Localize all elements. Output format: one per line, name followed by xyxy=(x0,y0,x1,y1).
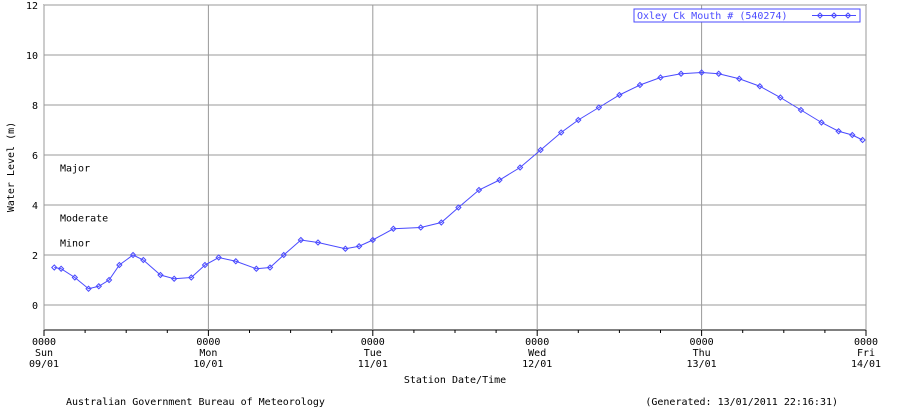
point-marker xyxy=(777,94,784,101)
x-tick-label: 09/01 xyxy=(29,359,59,370)
point-marker xyxy=(170,275,178,282)
point-marker xyxy=(438,219,445,226)
point-marker xyxy=(835,128,842,135)
point-marker xyxy=(657,74,664,81)
point-marker xyxy=(297,236,305,244)
point-marker xyxy=(818,119,825,126)
point-marker xyxy=(188,274,195,281)
point-marker xyxy=(95,283,103,290)
point-marker xyxy=(232,258,240,265)
y-tick-label: 8 xyxy=(32,101,38,112)
flood-level-label: Minor xyxy=(60,239,90,250)
point-marker xyxy=(516,164,524,171)
x-tick-label: Mon xyxy=(199,348,217,359)
x-tick-label: Fri xyxy=(857,348,875,359)
point-marker xyxy=(71,274,79,281)
point-marker xyxy=(201,261,209,269)
x-tick-label: 12/01 xyxy=(522,359,552,370)
point-marker xyxy=(417,224,424,231)
y-tick-label: 2 xyxy=(32,251,38,262)
point-marker xyxy=(355,243,363,250)
point-marker xyxy=(342,245,349,252)
legend-marker xyxy=(830,12,838,19)
point-marker xyxy=(105,276,113,284)
flood-level-label: Major xyxy=(60,164,90,175)
x-tick-label: 0000 xyxy=(690,337,714,348)
footer-right: (Generated: 13/01/2011 22:16:31) xyxy=(645,397,838,408)
point-marker xyxy=(677,70,685,77)
x-tick-label: 0000 xyxy=(32,337,56,348)
legend-label: Oxley Ck Mouth # (540274) xyxy=(637,11,788,22)
point-marker xyxy=(756,83,764,90)
x-tick-label: Wed xyxy=(528,348,546,359)
point-marker xyxy=(455,204,462,211)
footer-left: Australian Government Bureau of Meteorol… xyxy=(66,397,325,408)
point-marker xyxy=(616,91,623,99)
plot-frame xyxy=(43,4,867,331)
point-marker xyxy=(57,265,65,272)
y-tick-label: 4 xyxy=(32,201,38,212)
point-marker xyxy=(797,106,805,114)
x-tick-label: 0000 xyxy=(525,337,549,348)
point-marker xyxy=(280,251,287,259)
x-axis-title: Station Date/Time xyxy=(404,375,506,386)
x-tick-label: 0000 xyxy=(196,337,220,348)
point-marker xyxy=(129,251,137,259)
point-marker xyxy=(314,239,322,246)
point-marker xyxy=(859,136,866,144)
y-tick-label: 10 xyxy=(26,51,38,62)
point-marker xyxy=(215,254,222,261)
y-axis-title: Water Level (m) xyxy=(6,122,17,212)
point-marker xyxy=(636,81,644,89)
x-tick-label: 14/01 xyxy=(851,359,881,370)
point-marker xyxy=(736,75,743,82)
point-marker xyxy=(595,104,603,111)
point-marker xyxy=(715,70,722,77)
x-tick-label: 13/01 xyxy=(687,359,717,370)
x-tick-label: 11/01 xyxy=(358,359,388,370)
point-marker xyxy=(140,256,147,264)
point-marker xyxy=(369,236,377,244)
y-tick-label: 12 xyxy=(26,1,38,12)
point-marker xyxy=(496,176,503,184)
x-tick-label: 0000 xyxy=(854,337,878,348)
x-tick-label: Thu xyxy=(693,348,711,359)
x-tick-label: Sun xyxy=(35,348,53,359)
point-marker xyxy=(575,116,582,124)
legend-box xyxy=(633,8,861,23)
point-marker xyxy=(557,129,565,136)
point-marker xyxy=(849,131,856,139)
legend-marker xyxy=(816,12,824,19)
point-marker xyxy=(537,146,544,154)
point-marker xyxy=(475,186,483,194)
point-marker xyxy=(85,285,92,292)
point-marker xyxy=(698,69,705,76)
point-marker xyxy=(116,261,123,269)
point-marker xyxy=(266,264,274,271)
legend-marker xyxy=(844,12,852,19)
point-marker xyxy=(253,265,260,272)
y-tick-label: 6 xyxy=(32,151,38,162)
point-marker xyxy=(390,225,397,232)
point-marker xyxy=(157,271,164,279)
x-tick-label: 0000 xyxy=(361,337,385,348)
y-tick-label: 0 xyxy=(32,301,38,312)
point-marker xyxy=(51,264,58,271)
flood-level-label: Moderate xyxy=(60,214,108,225)
x-tick-label: Tue xyxy=(364,348,382,359)
x-tick-label: 10/01 xyxy=(193,359,223,370)
